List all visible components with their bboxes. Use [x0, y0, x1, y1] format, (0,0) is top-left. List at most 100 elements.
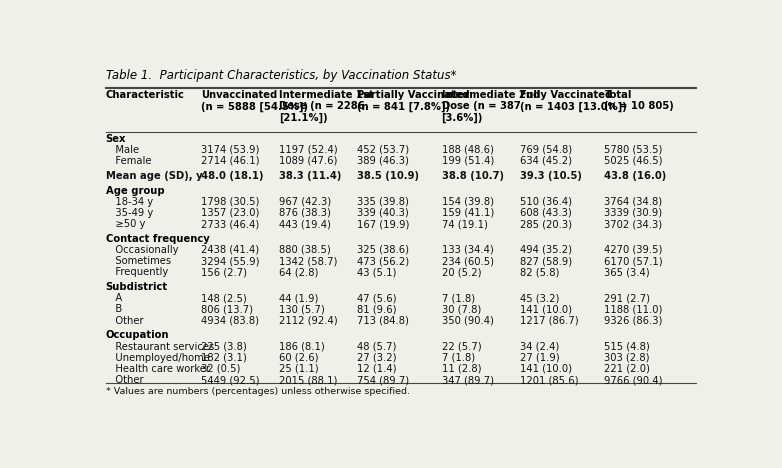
Text: 1201 (85.6): 1201 (85.6)	[520, 375, 579, 385]
Text: 2714 (46.1): 2714 (46.1)	[201, 156, 259, 166]
Text: 1188 (11.0): 1188 (11.0)	[604, 305, 663, 314]
Text: 335 (39.8): 335 (39.8)	[357, 197, 409, 207]
Text: 43 (5.1): 43 (5.1)	[357, 267, 396, 278]
Text: 141 (10.0): 141 (10.0)	[520, 364, 572, 374]
Text: 3702 (34.3): 3702 (34.3)	[604, 219, 662, 229]
Text: 515 (4.8): 515 (4.8)	[604, 342, 650, 351]
Text: 291 (2.7): 291 (2.7)	[604, 293, 651, 303]
Text: Occasionally: Occasionally	[106, 245, 178, 255]
Text: Intermediate 2nd
Dose (n = 387
[3.6%]): Intermediate 2nd Dose (n = 387 [3.6%])	[442, 90, 540, 123]
Text: 60 (2.6): 60 (2.6)	[278, 353, 318, 363]
Text: 876 (38.3): 876 (38.3)	[278, 208, 331, 218]
Text: Mean age (SD), y: Mean age (SD), y	[106, 171, 203, 181]
Text: 7 (1.8): 7 (1.8)	[442, 293, 475, 303]
Text: 510 (36.4): 510 (36.4)	[520, 197, 572, 207]
Text: Frequently: Frequently	[106, 267, 168, 278]
Text: 32 (0.5): 32 (0.5)	[201, 364, 240, 374]
Text: Characteristic: Characteristic	[106, 90, 185, 100]
Text: 2015 (88.1): 2015 (88.1)	[278, 375, 337, 385]
Text: 5025 (46.5): 5025 (46.5)	[604, 156, 663, 166]
Text: Partially Vaccinated
(n = 841 [7.8%]): Partially Vaccinated (n = 841 [7.8%])	[357, 90, 470, 111]
Text: 225 (3.8): 225 (3.8)	[201, 342, 246, 351]
Text: Unvaccinated
(n = 5888 [54.5%]): Unvaccinated (n = 5888 [54.5%])	[201, 90, 307, 111]
Text: 5449 (92.5): 5449 (92.5)	[201, 375, 259, 385]
Text: 473 (56.2): 473 (56.2)	[357, 256, 409, 266]
Text: 82 (5.8): 82 (5.8)	[520, 267, 559, 278]
Text: 35-49 y: 35-49 y	[106, 208, 152, 218]
Text: 34 (2.4): 34 (2.4)	[520, 342, 559, 351]
Text: Other: Other	[106, 315, 143, 326]
Text: 11 (2.8): 11 (2.8)	[442, 364, 481, 374]
Text: 9326 (86.3): 9326 (86.3)	[604, 315, 663, 326]
Text: 806 (13.7): 806 (13.7)	[201, 305, 253, 314]
Text: 234 (60.5): 234 (60.5)	[442, 256, 493, 266]
Text: Contact frequency: Contact frequency	[106, 234, 210, 244]
Text: 221 (2.0): 221 (2.0)	[604, 364, 651, 374]
Text: 2112 (92.4): 2112 (92.4)	[278, 315, 337, 326]
Text: Female: Female	[106, 156, 151, 166]
Text: 1197 (52.4): 1197 (52.4)	[278, 145, 337, 155]
Text: 186 (8.1): 186 (8.1)	[278, 342, 325, 351]
Text: * Values are numbers (percentages) unless otherwise specified.: * Values are numbers (percentages) unles…	[106, 387, 410, 396]
Text: Unemployed/home: Unemployed/home	[106, 353, 210, 363]
Text: 130 (5.7): 130 (5.7)	[278, 305, 325, 314]
Text: 5780 (53.5): 5780 (53.5)	[604, 145, 663, 155]
Text: Male: Male	[106, 145, 138, 155]
Text: 494 (35.2): 494 (35.2)	[520, 245, 572, 255]
Text: Intermediate 1st
Dose (n = 2286
[21.1%]): Intermediate 1st Dose (n = 2286 [21.1%])	[278, 90, 373, 123]
Text: 4270 (39.5): 4270 (39.5)	[604, 245, 663, 255]
Text: Fully Vaccinated
(n = 1403 [13.0%]): Fully Vaccinated (n = 1403 [13.0%])	[520, 90, 627, 111]
Text: 182 (3.1): 182 (3.1)	[201, 353, 246, 363]
Text: 38.8 (10.7): 38.8 (10.7)	[442, 171, 504, 181]
Text: 325 (38.6): 325 (38.6)	[357, 245, 409, 255]
Text: 634 (45.2): 634 (45.2)	[520, 156, 572, 166]
Text: Health care worker: Health care worker	[106, 364, 210, 374]
Text: Table 1.  Participant Characteristics, by Vaccination Status*: Table 1. Participant Characteristics, by…	[106, 69, 456, 82]
Text: 25 (1.1): 25 (1.1)	[278, 364, 318, 374]
Text: 12 (1.4): 12 (1.4)	[357, 364, 396, 374]
Text: 27 (1.9): 27 (1.9)	[520, 353, 560, 363]
Text: 3174 (53.9): 3174 (53.9)	[201, 145, 259, 155]
Text: 30 (7.8): 30 (7.8)	[442, 305, 481, 314]
Text: 1798 (30.5): 1798 (30.5)	[201, 197, 259, 207]
Text: 347 (89.7): 347 (89.7)	[442, 375, 493, 385]
Text: 199 (51.4): 199 (51.4)	[442, 156, 493, 166]
Text: 1217 (86.7): 1217 (86.7)	[520, 315, 579, 326]
Text: 22 (5.7): 22 (5.7)	[442, 342, 481, 351]
Text: A: A	[106, 293, 122, 303]
Text: 18-34 y: 18-34 y	[106, 197, 152, 207]
Text: ≥50 y: ≥50 y	[106, 219, 145, 229]
Text: 880 (38.5): 880 (38.5)	[278, 245, 330, 255]
Text: 148 (2.5): 148 (2.5)	[201, 293, 246, 303]
Text: 48 (5.7): 48 (5.7)	[357, 342, 396, 351]
Text: 154 (39.8): 154 (39.8)	[442, 197, 493, 207]
Text: B: B	[106, 305, 122, 314]
Text: 156 (2.7): 156 (2.7)	[201, 267, 246, 278]
Text: 39.3 (10.5): 39.3 (10.5)	[520, 171, 582, 181]
Text: 452 (53.7): 452 (53.7)	[357, 145, 409, 155]
Text: 2438 (41.4): 2438 (41.4)	[201, 245, 259, 255]
Text: 27 (3.2): 27 (3.2)	[357, 353, 396, 363]
Text: 608 (43.3): 608 (43.3)	[520, 208, 572, 218]
Text: 74 (19.1): 74 (19.1)	[442, 219, 487, 229]
Text: 38.5 (10.9): 38.5 (10.9)	[357, 171, 419, 181]
Text: 4934 (83.8): 4934 (83.8)	[201, 315, 259, 326]
Text: 1357 (23.0): 1357 (23.0)	[201, 208, 259, 218]
Text: Occupation: Occupation	[106, 330, 169, 340]
Text: 350 (90.4): 350 (90.4)	[442, 315, 493, 326]
Text: 9766 (90.4): 9766 (90.4)	[604, 375, 663, 385]
Text: 1342 (58.7): 1342 (58.7)	[278, 256, 337, 266]
Text: 38.3 (11.4): 38.3 (11.4)	[278, 171, 341, 181]
Text: 81 (9.6): 81 (9.6)	[357, 305, 396, 314]
Text: Age group: Age group	[106, 185, 164, 196]
Text: 43.8 (16.0): 43.8 (16.0)	[604, 171, 667, 181]
Text: 47 (5.6): 47 (5.6)	[357, 293, 396, 303]
Text: 303 (2.8): 303 (2.8)	[604, 353, 650, 363]
Text: 754 (89.7): 754 (89.7)	[357, 375, 409, 385]
Text: 64 (2.8): 64 (2.8)	[278, 267, 318, 278]
Text: 7 (1.8): 7 (1.8)	[442, 353, 475, 363]
Text: 3339 (30.9): 3339 (30.9)	[604, 208, 662, 218]
Text: Sex: Sex	[106, 134, 126, 144]
Text: 159 (41.1): 159 (41.1)	[442, 208, 493, 218]
Text: 389 (46.3): 389 (46.3)	[357, 156, 409, 166]
